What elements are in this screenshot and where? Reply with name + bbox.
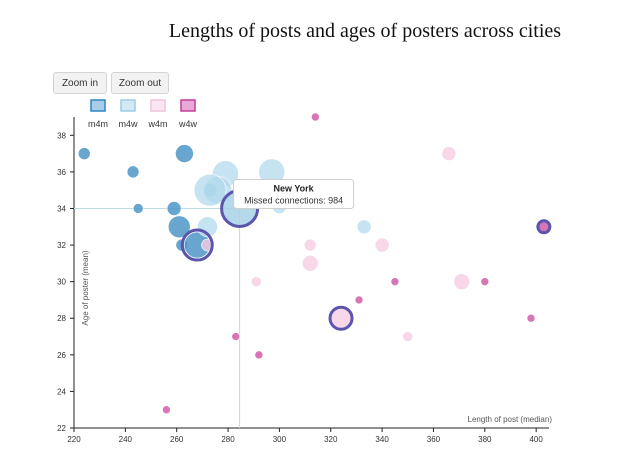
- y-tick-label: 26: [57, 351, 66, 360]
- point-w4w[interactable]: [231, 332, 241, 341]
- point-w4m[interactable]: [453, 273, 471, 290]
- point-w4w[interactable]: [390, 277, 400, 286]
- point-w4w[interactable]: [480, 277, 490, 286]
- x-tick-label: 340: [375, 435, 389, 444]
- point-m4w[interactable]: [193, 173, 227, 207]
- highlighted-point-ring[interactable]: [536, 219, 552, 235]
- tooltip-value: Missed connections: 984: [244, 195, 343, 205]
- point-w4w[interactable]: [354, 295, 364, 305]
- axes: 220 240 260 280 300 320 340 360 380 400 22 24 26 28 30…: [57, 117, 552, 444]
- point-m4m[interactable]: [126, 165, 140, 179]
- x-tick-label: 400: [529, 435, 543, 444]
- legend-swatch-w4m[interactable]: [150, 99, 166, 112]
- x-tick-label: 380: [478, 435, 492, 444]
- y-tick-label: 32: [57, 241, 66, 250]
- point-w4m[interactable]: [374, 237, 390, 253]
- y-tick-label: 22: [57, 424, 66, 433]
- x-tick-label: 240: [119, 435, 133, 444]
- chart-title: Lengths of posts and ages of posters acr…: [168, 20, 562, 42]
- zoom-in-button[interactable]: Zoom in: [53, 72, 107, 94]
- point-w4m[interactable]: [441, 146, 457, 161]
- crosshair: [74, 207, 241, 428]
- point-m4m[interactable]: [175, 144, 194, 163]
- legend-label-m4w: m4w: [118, 119, 138, 129]
- point-m4w[interactable]: [356, 219, 372, 235]
- point-w4m[interactable]: [303, 238, 317, 252]
- y-tick-label: 36: [57, 168, 66, 177]
- legend: m4m m4w w4m w4w: [88, 99, 198, 129]
- point-w4w[interactable]: [311, 112, 320, 122]
- y-tick-label: 28: [57, 314, 66, 323]
- legend-label-w4m: w4m: [147, 119, 167, 129]
- legend-swatch-m4m[interactable]: [90, 99, 106, 112]
- legend-label-w4w: w4w: [178, 119, 198, 129]
- point-m4m[interactable]: [77, 147, 91, 160]
- x-tick-label: 360: [427, 435, 441, 444]
- point-w4m[interactable]: [250, 276, 262, 287]
- point-w4w[interactable]: [526, 313, 536, 323]
- point-w4w[interactable]: [162, 405, 171, 415]
- data-points: [77, 112, 552, 415]
- point-m4m[interactable]: [166, 201, 182, 216]
- y-tick-label: 38: [57, 131, 66, 140]
- y-tick-label: 34: [57, 204, 66, 213]
- x-tick-label: 220: [67, 435, 81, 444]
- highlighted-point-ring[interactable]: [328, 305, 354, 331]
- point-w4m[interactable]: [402, 331, 414, 342]
- x-tick-label: 320: [324, 435, 338, 444]
- x-tick-label: 260: [170, 435, 184, 444]
- legend-swatch-w4w[interactable]: [180, 99, 196, 112]
- legend-swatch-m4w[interactable]: [120, 99, 136, 112]
- tooltip-box: [233, 178, 355, 209]
- y-axis-label: Age of poster (mean): [81, 250, 90, 325]
- x-tick-label: 280: [221, 435, 235, 444]
- x-tick-label: 300: [273, 435, 287, 444]
- point-w4w[interactable]: [254, 350, 264, 360]
- x-axis-label: Length of post (median): [468, 415, 553, 424]
- y-tick-label: 30: [57, 278, 66, 287]
- point-w4m[interactable]: [301, 255, 319, 272]
- tooltip: New York Missed connections: 984: [233, 178, 355, 209]
- point-m4m[interactable]: [132, 203, 144, 214]
- highlighted-point-ring[interactable]: [180, 228, 214, 262]
- zoom-out-button[interactable]: Zoom out: [111, 72, 169, 94]
- tooltip-city: New York: [274, 183, 315, 193]
- y-tick-label: 24: [57, 387, 66, 396]
- point-m4m[interactable]: [167, 215, 191, 239]
- legend-label-m4m: m4m: [88, 119, 108, 129]
